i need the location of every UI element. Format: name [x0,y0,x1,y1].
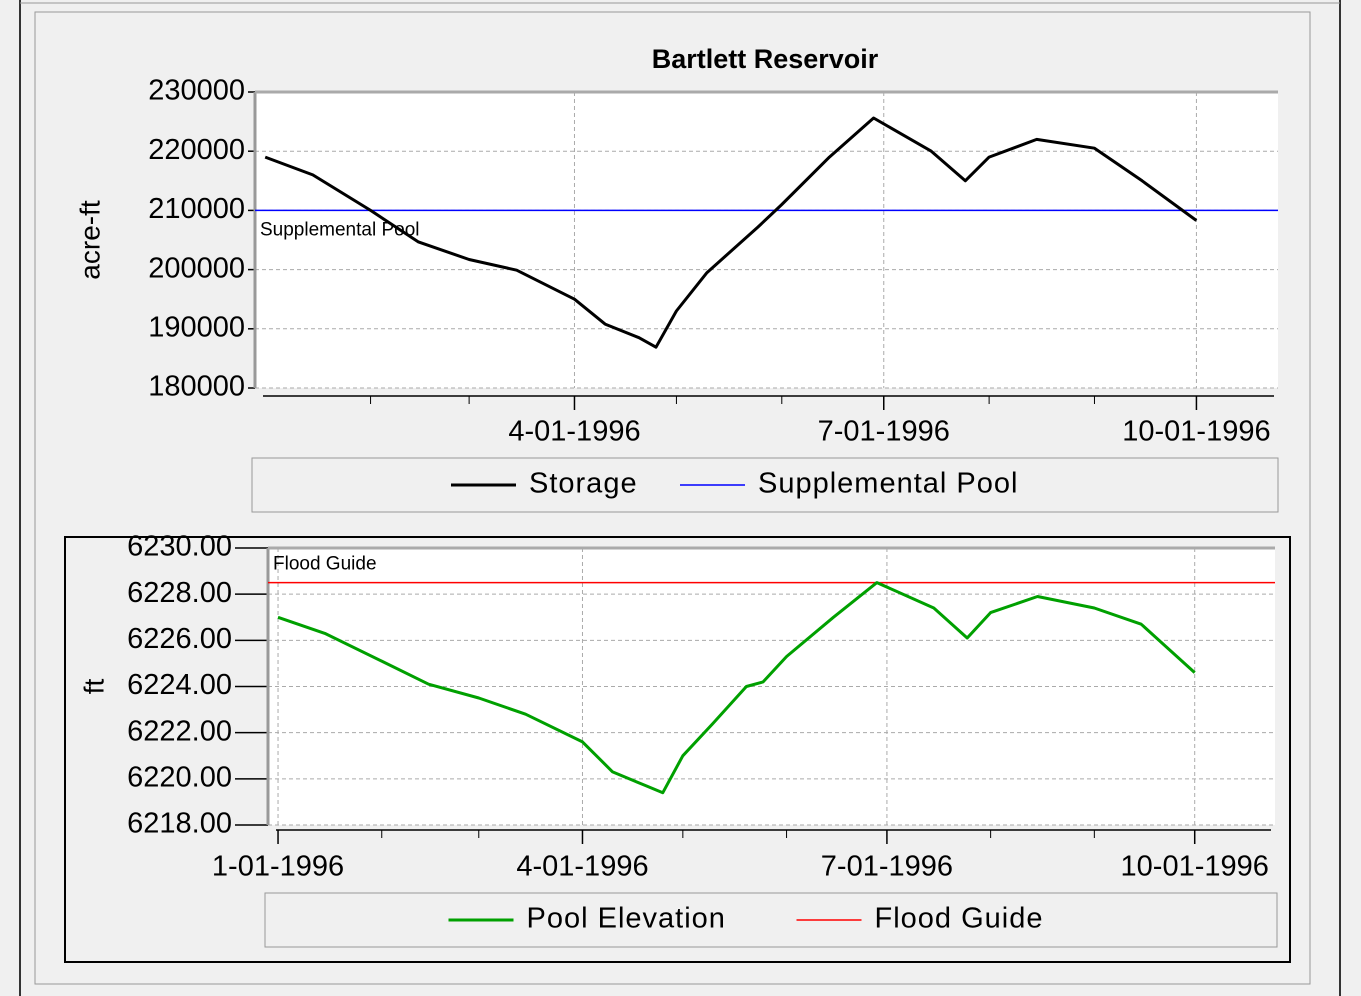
y-axis-label: ft [78,679,109,695]
y-tick-label: 200000 [148,252,245,284]
x-tick-label: 1-01-1996 [212,851,344,883]
y-tick-label: 190000 [148,311,245,343]
legend-box [264,892,1278,948]
x-tick-label: 10-01-1996 [1122,416,1270,448]
x-tick-label: 4-01-1996 [508,416,640,448]
y-tick-label: 6230.00 [127,531,232,563]
x-tick-label: 7-01-1996 [818,416,950,448]
reference-label: Supplemental Pool [260,219,420,240]
x-tick-label: 4-01-1996 [516,851,648,883]
data-line [277,581,1196,795]
legend-label: Pool Elevation [527,903,726,935]
y-tick-label: 6228.00 [127,577,232,609]
y-tick-label: 6220.00 [127,761,232,793]
x-tick-label: 7-01-1996 [821,851,953,883]
y-tick-label: 6218.00 [127,808,232,840]
reference-label: Flood Guide [273,554,377,575]
y-axis-label: acre-ft [74,200,105,280]
legend-label: Storage [529,468,638,500]
chart-title: Bartlett Reservoir [652,44,879,74]
y-tick-label: 6226.00 [127,623,232,655]
plot-area [255,92,1278,388]
y-tick-label: 6222.00 [127,715,232,747]
legend-box [251,457,1279,513]
y-tick-label: 6224.00 [127,669,232,701]
y-tick-label: 220000 [148,134,245,166]
data-line [264,116,1198,349]
y-tick-label: 180000 [148,371,245,403]
legend-label: Supplemental Pool [758,468,1018,500]
y-tick-label: 230000 [148,75,245,107]
legend-label: Flood Guide [875,903,1044,935]
x-tick-label: 10-01-1996 [1121,851,1269,883]
y-tick-label: 210000 [148,193,245,225]
